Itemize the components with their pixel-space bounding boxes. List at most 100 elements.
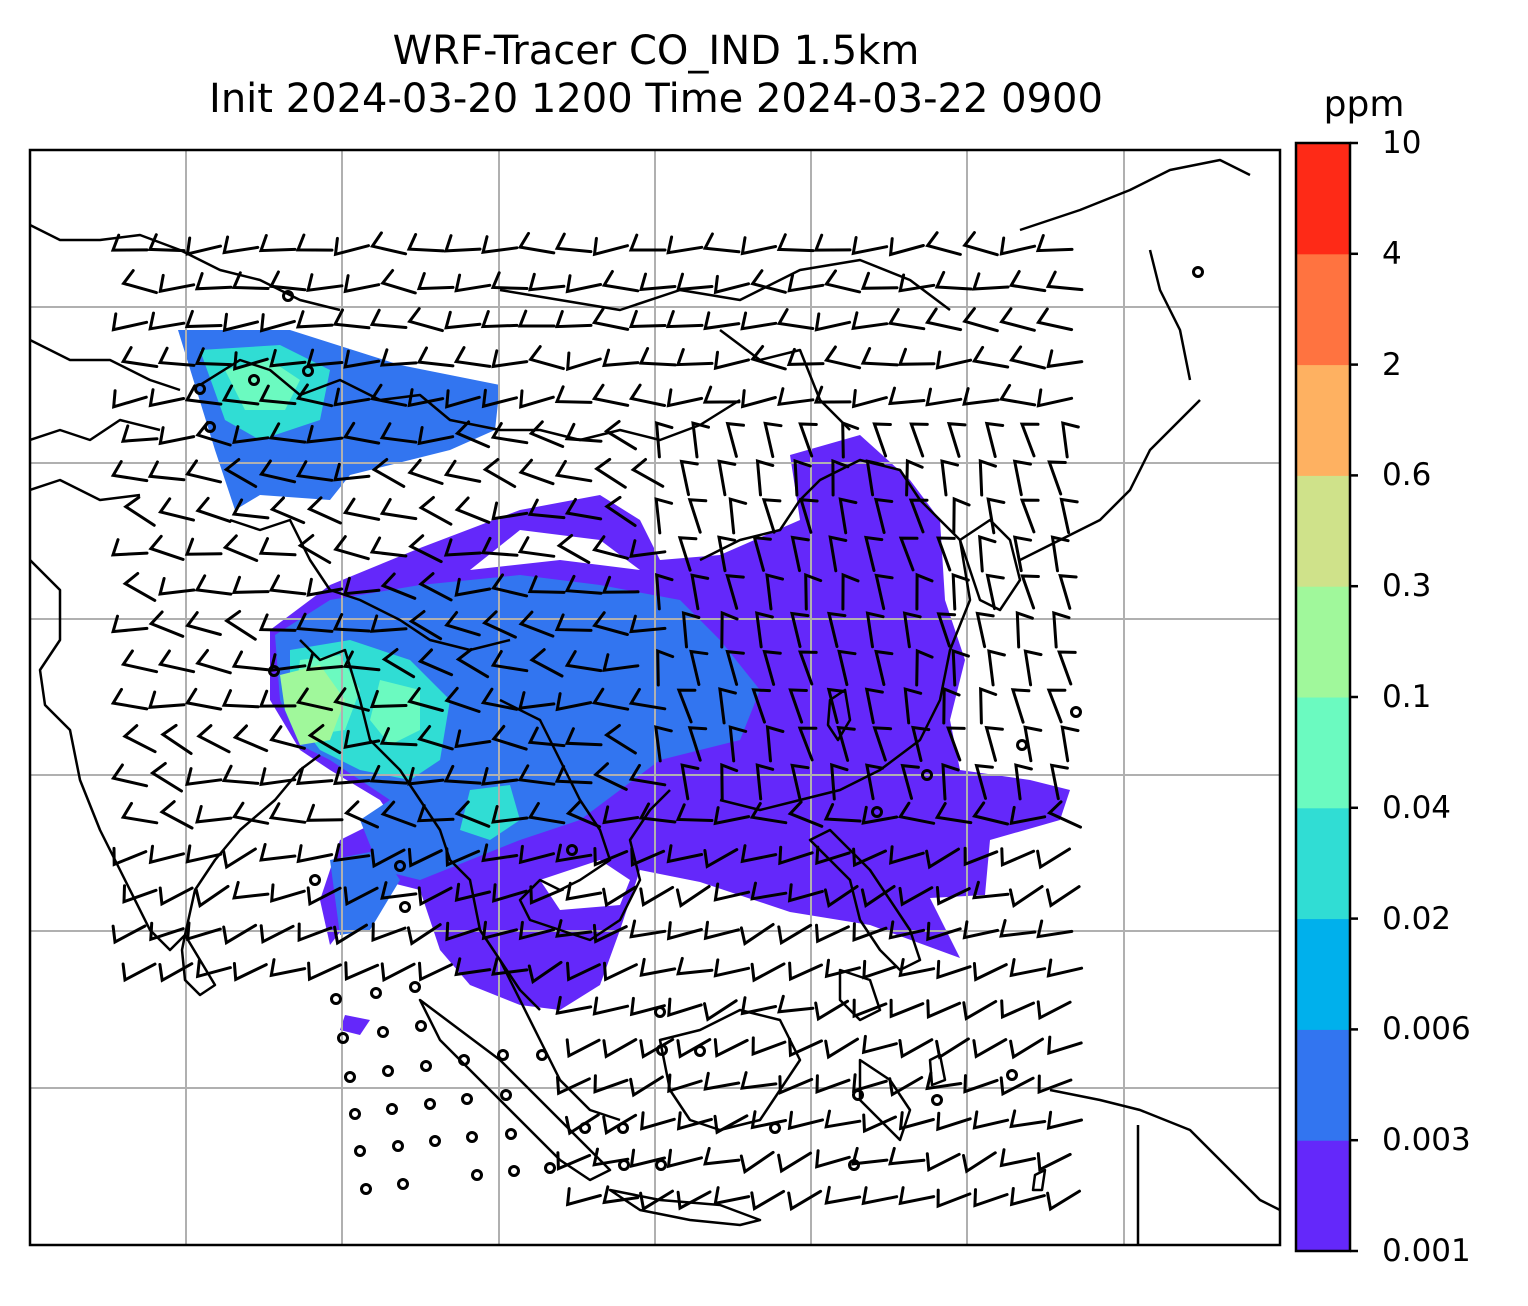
wind-barb	[951, 572, 970, 611]
wind-barb	[676, 1038, 712, 1059]
wind-barb	[946, 422, 967, 458]
wind-barb	[962, 231, 999, 257]
wind-barb	[862, 1113, 897, 1134]
wind-barb	[122, 572, 157, 602]
wind-barb	[778, 845, 814, 866]
wind-barb	[676, 1111, 713, 1131]
wind-barb	[519, 389, 555, 409]
wind-barb	[665, 310, 704, 329]
wind-barb	[194, 272, 233, 291]
wind-barb	[518, 610, 555, 638]
wind-barb	[492, 883, 528, 903]
wind-barb	[962, 307, 999, 333]
wind-barb	[148, 534, 185, 561]
wind-barb	[999, 307, 1036, 332]
wind-barb	[593, 762, 628, 791]
wind-barb	[814, 999, 850, 1022]
wind-barb	[865, 763, 885, 801]
wind-barb	[728, 497, 748, 535]
wind-barb	[527, 575, 566, 594]
wind-barb	[898, 273, 936, 293]
wind-barb	[592, 611, 629, 636]
wind-barb	[851, 389, 888, 409]
wind-barb	[750, 1189, 786, 1212]
wind-barb	[527, 960, 563, 985]
wind-barb	[268, 270, 307, 292]
wind-barb	[148, 311, 186, 331]
wind-barb	[628, 383, 667, 407]
wind-barb	[750, 269, 787, 294]
wind-barb	[962, 1151, 997, 1174]
wind-barb	[306, 496, 342, 525]
wind-barb	[159, 800, 194, 830]
wind-barb	[110, 687, 149, 711]
wind-barb	[1009, 1037, 1044, 1060]
wind-barb	[1009, 805, 1047, 826]
wind-barb	[591, 383, 630, 407]
wind-barb	[687, 498, 708, 534]
wind-barb	[936, 959, 972, 980]
wind-barb	[417, 886, 453, 907]
wind-barb	[603, 419, 637, 451]
wind-barb	[1036, 1152, 1072, 1172]
wind-barb	[638, 347, 677, 367]
wind-barb	[629, 614, 667, 634]
wind-barb	[755, 459, 775, 497]
wind-barb	[443, 459, 482, 483]
wind-barb	[120, 801, 159, 825]
wind-barb	[1047, 460, 1067, 496]
wind-barb	[194, 347, 233, 367]
wind-barb	[666, 235, 704, 255]
wind-barb	[703, 1146, 741, 1166]
wind-barb	[418, 961, 453, 982]
wind-barb	[529, 885, 565, 905]
wind-barb	[295, 460, 334, 482]
wind-barb	[121, 962, 157, 983]
wind-barb	[787, 883, 824, 903]
wind-barb	[1052, 610, 1071, 649]
wind-barb	[160, 723, 193, 755]
wind-barb	[443, 538, 482, 557]
wind-barb	[667, 1073, 703, 1094]
wind-barb	[830, 762, 849, 801]
colorbar-bin	[1296, 253, 1350, 366]
wind-barb	[898, 1111, 935, 1131]
wind-barb	[628, 233, 667, 252]
wind-barb	[1046, 1189, 1081, 1212]
wind-barb	[564, 727, 603, 747]
wind-barb	[677, 536, 698, 572]
wind-barb	[680, 763, 700, 801]
wind-barb	[491, 724, 528, 751]
wind-barb	[306, 348, 344, 368]
wind-barb	[259, 843, 297, 862]
wind-barb	[268, 802, 307, 824]
wind-barb	[407, 687, 444, 712]
wind-barb	[666, 844, 704, 864]
wind-barb	[985, 573, 1005, 611]
wind-barb	[306, 886, 342, 907]
wind-barb	[344, 961, 380, 981]
wind-barb	[491, 957, 529, 976]
wind-barb	[675, 885, 711, 908]
wind-barb	[942, 686, 961, 725]
wind-barb	[831, 458, 850, 497]
colorbar-bin	[1296, 1029, 1350, 1141]
wind-barb	[195, 496, 232, 523]
wind-barb	[147, 233, 186, 253]
wind-barb	[454, 420, 491, 449]
wind-barb	[184, 309, 223, 329]
wind-barb	[333, 387, 371, 407]
wind-barb	[195, 805, 233, 824]
wind-barb	[307, 724, 342, 755]
wind-barb	[752, 535, 772, 572]
wind-barb	[406, 923, 442, 946]
wind-barb	[828, 535, 848, 573]
wind-barb	[158, 497, 195, 522]
wind-barb	[602, 885, 637, 908]
wind-barb	[725, 421, 745, 458]
wind-barb	[333, 236, 370, 257]
wind-barb	[307, 961, 342, 982]
wind-barb	[799, 498, 819, 534]
wind-barb	[786, 347, 825, 366]
wind-barb	[517, 536, 556, 558]
